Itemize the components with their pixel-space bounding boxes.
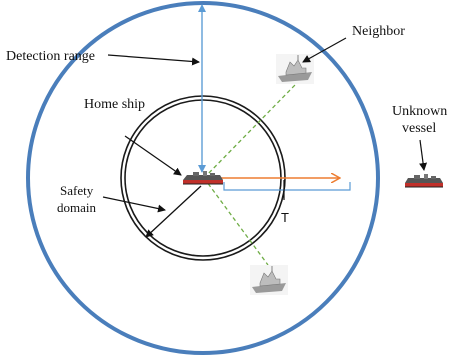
neighbor-link-upper xyxy=(203,83,297,179)
neighbor-warship-icon-lower xyxy=(250,265,288,295)
home-ship-icon xyxy=(183,171,223,185)
unknown-vessel-label-line1: Unknown xyxy=(392,104,447,119)
t-bracket xyxy=(223,182,351,191)
safety-domain-pointer-arrow xyxy=(102,196,166,213)
detection-range-circle xyxy=(26,1,380,355)
neighbor-pointer-arrow xyxy=(302,37,347,63)
detection-range-label: Detection range xyxy=(6,49,95,64)
unknown-vessel-pointer-arrow xyxy=(419,139,428,171)
home-ship-label: Home ship xyxy=(84,97,145,112)
t-label: T xyxy=(281,210,289,225)
neighbor-label: Neighbor xyxy=(352,24,405,39)
safety-domain-radius-arrow xyxy=(145,185,202,238)
unknown-vessel-icon xyxy=(405,174,443,188)
detection-range-pointer-arrow xyxy=(107,54,200,66)
safety-domain-label-line2: domain xyxy=(57,200,96,215)
neighbor-link-lower xyxy=(203,177,269,266)
home-ship-pointer-arrow xyxy=(124,135,182,176)
safety-domain-label-line1: Safety xyxy=(60,183,94,198)
unknown-vessel-label-line2: vessel xyxy=(402,121,436,136)
